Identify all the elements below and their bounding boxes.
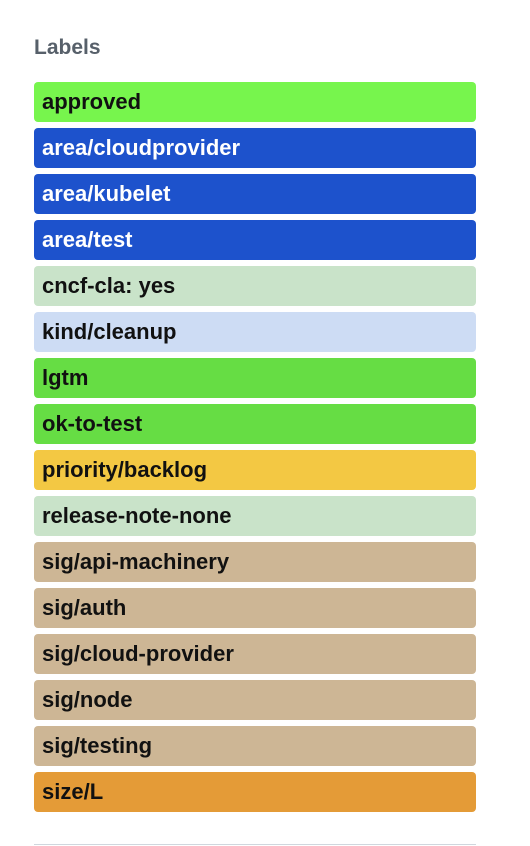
- label-sig-cloud-provider[interactable]: sig/cloud-provider: [34, 634, 476, 674]
- label-priority-backlog[interactable]: priority/backlog: [34, 450, 476, 490]
- label-approved[interactable]: approved: [34, 82, 476, 122]
- label-sig-auth[interactable]: sig/auth: [34, 588, 476, 628]
- label-list: approved area/cloudprovider area/kubelet ar…: [34, 82, 476, 818]
- label-cncf-cla-yes[interactable]: cncf-cla: yes: [34, 266, 476, 306]
- section-divider: [34, 844, 476, 845]
- label-lgtm[interactable]: lgtm: [34, 358, 476, 398]
- label-release-note-none[interactable]: release-note-none: [34, 496, 476, 536]
- label-sig-node[interactable]: sig/node: [34, 680, 476, 720]
- label-area-cloudprovider[interactable]: area/cloudprovider: [34, 128, 476, 168]
- label-sig-testing[interactable]: sig/testing: [34, 726, 476, 766]
- label-kind-cleanup[interactable]: kind/cleanup: [34, 312, 476, 352]
- label-area-test[interactable]: area/test: [34, 220, 476, 260]
- label-size-l[interactable]: size/L: [34, 772, 476, 812]
- label-area-kubelet[interactable]: area/kubelet: [34, 174, 476, 214]
- label-ok-to-test[interactable]: ok-to-test: [34, 404, 476, 444]
- labels-heading: Labels: [34, 36, 101, 59]
- label-sig-api-machinery[interactable]: sig/api-machinery: [34, 542, 476, 582]
